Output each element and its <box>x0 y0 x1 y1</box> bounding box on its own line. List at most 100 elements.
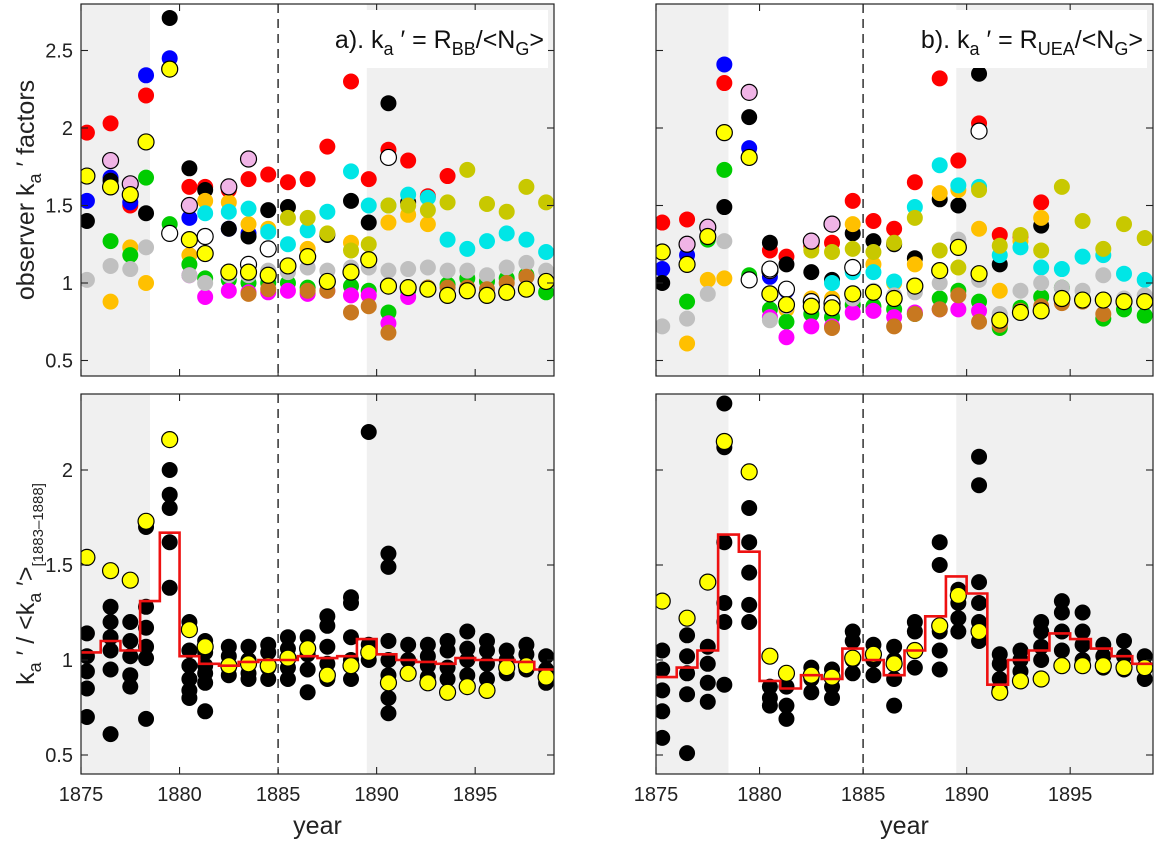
data-point <box>138 67 155 84</box>
data-point <box>1033 209 1050 226</box>
data-point <box>1095 267 1112 284</box>
data-point <box>1012 282 1029 299</box>
data-point <box>1115 658 1133 677</box>
data-point <box>260 202 277 219</box>
data-point <box>741 500 758 516</box>
data-point <box>518 231 535 248</box>
data-point <box>950 177 967 194</box>
data-point <box>1012 226 1029 243</box>
data-point <box>656 318 671 335</box>
data-point <box>239 655 258 673</box>
data-point <box>656 703 671 720</box>
data-point <box>343 304 360 321</box>
data-point <box>138 710 155 727</box>
data-point <box>181 267 198 284</box>
data-point <box>778 710 795 727</box>
data-point <box>259 240 277 258</box>
data-point <box>740 271 758 289</box>
data-point <box>259 657 277 675</box>
series-7 <box>279 161 554 259</box>
data-point <box>419 202 436 219</box>
data-point <box>137 133 155 151</box>
data-point <box>478 195 495 212</box>
data-point <box>699 693 716 710</box>
x-tick-label: 1875 <box>634 784 679 806</box>
x-tick-label: 1875 <box>59 784 104 806</box>
data-point <box>360 214 377 231</box>
data-point <box>260 166 277 183</box>
data-point <box>778 697 795 714</box>
data-point <box>439 262 456 279</box>
data-point <box>138 87 155 104</box>
data-point <box>741 614 758 630</box>
data-point <box>380 197 397 214</box>
data-point <box>931 642 948 659</box>
data-point <box>699 271 716 288</box>
data-point <box>400 636 417 653</box>
data-point <box>400 152 417 169</box>
data-point <box>802 297 820 315</box>
data-point <box>777 296 796 314</box>
data-point <box>716 161 733 178</box>
data-point <box>1136 271 1153 288</box>
data-point <box>197 657 214 674</box>
data-point <box>279 629 296 646</box>
data-point <box>971 574 988 591</box>
data-point <box>537 272 554 291</box>
data-point <box>656 682 671 699</box>
data-point <box>343 287 360 304</box>
data-point <box>716 614 733 630</box>
data-point <box>656 214 671 231</box>
title-background <box>322 10 548 68</box>
data-point <box>656 729 671 746</box>
data-point <box>824 319 841 336</box>
data-point <box>518 178 535 195</box>
data-point <box>1053 593 1070 610</box>
panel-bottom-left: 0.5 1 1.5 2 1875 1880 1885 1890 1895 year ka ′ / <… <box>12 393 555 840</box>
data-point <box>380 95 397 112</box>
data-point <box>478 267 495 284</box>
data-point <box>122 633 139 649</box>
data-point <box>419 259 436 276</box>
data-point <box>279 282 296 299</box>
data-point <box>343 192 360 209</box>
data-point <box>991 671 1008 687</box>
data-point <box>102 661 119 678</box>
data-point <box>161 500 178 516</box>
data-point <box>81 124 95 141</box>
data-point <box>400 261 417 278</box>
data-point <box>1116 633 1133 649</box>
data-point <box>181 642 198 659</box>
data-point <box>1094 291 1112 309</box>
data-point <box>906 174 923 191</box>
data-point <box>360 171 377 188</box>
data-point <box>1073 291 1092 309</box>
data-point <box>439 231 456 248</box>
data-point <box>823 299 841 317</box>
data-point <box>991 646 1008 663</box>
data-point <box>181 160 198 177</box>
series-11 <box>161 148 398 273</box>
data-point <box>886 273 903 290</box>
data-point <box>319 225 336 242</box>
y-axis-label: observer ka ′ factors <box>12 80 45 300</box>
x-tick-label: 1885 <box>256 784 301 806</box>
data-point <box>679 293 696 310</box>
y-tick-label: 1.5 <box>45 196 73 218</box>
series-0 <box>656 70 1050 265</box>
data-point <box>380 690 397 706</box>
data-point <box>716 676 733 693</box>
data-point <box>380 545 397 562</box>
panel-bottom-right: 1875 1880 1885 1890 1895 year <box>634 393 1154 840</box>
data-point <box>102 598 119 615</box>
data-point <box>699 573 717 591</box>
svg-text:ka ′ / <ka ′>[1883–1888]: ka ′ / <ka ′>[1883–1888] <box>12 483 47 685</box>
data-point <box>761 285 779 303</box>
data-point <box>1136 293 1153 311</box>
data-point <box>81 663 95 680</box>
data-point <box>656 642 671 659</box>
data-point <box>1033 275 1050 291</box>
data-point <box>498 642 515 659</box>
data-point <box>260 671 277 687</box>
data-point <box>498 658 516 677</box>
